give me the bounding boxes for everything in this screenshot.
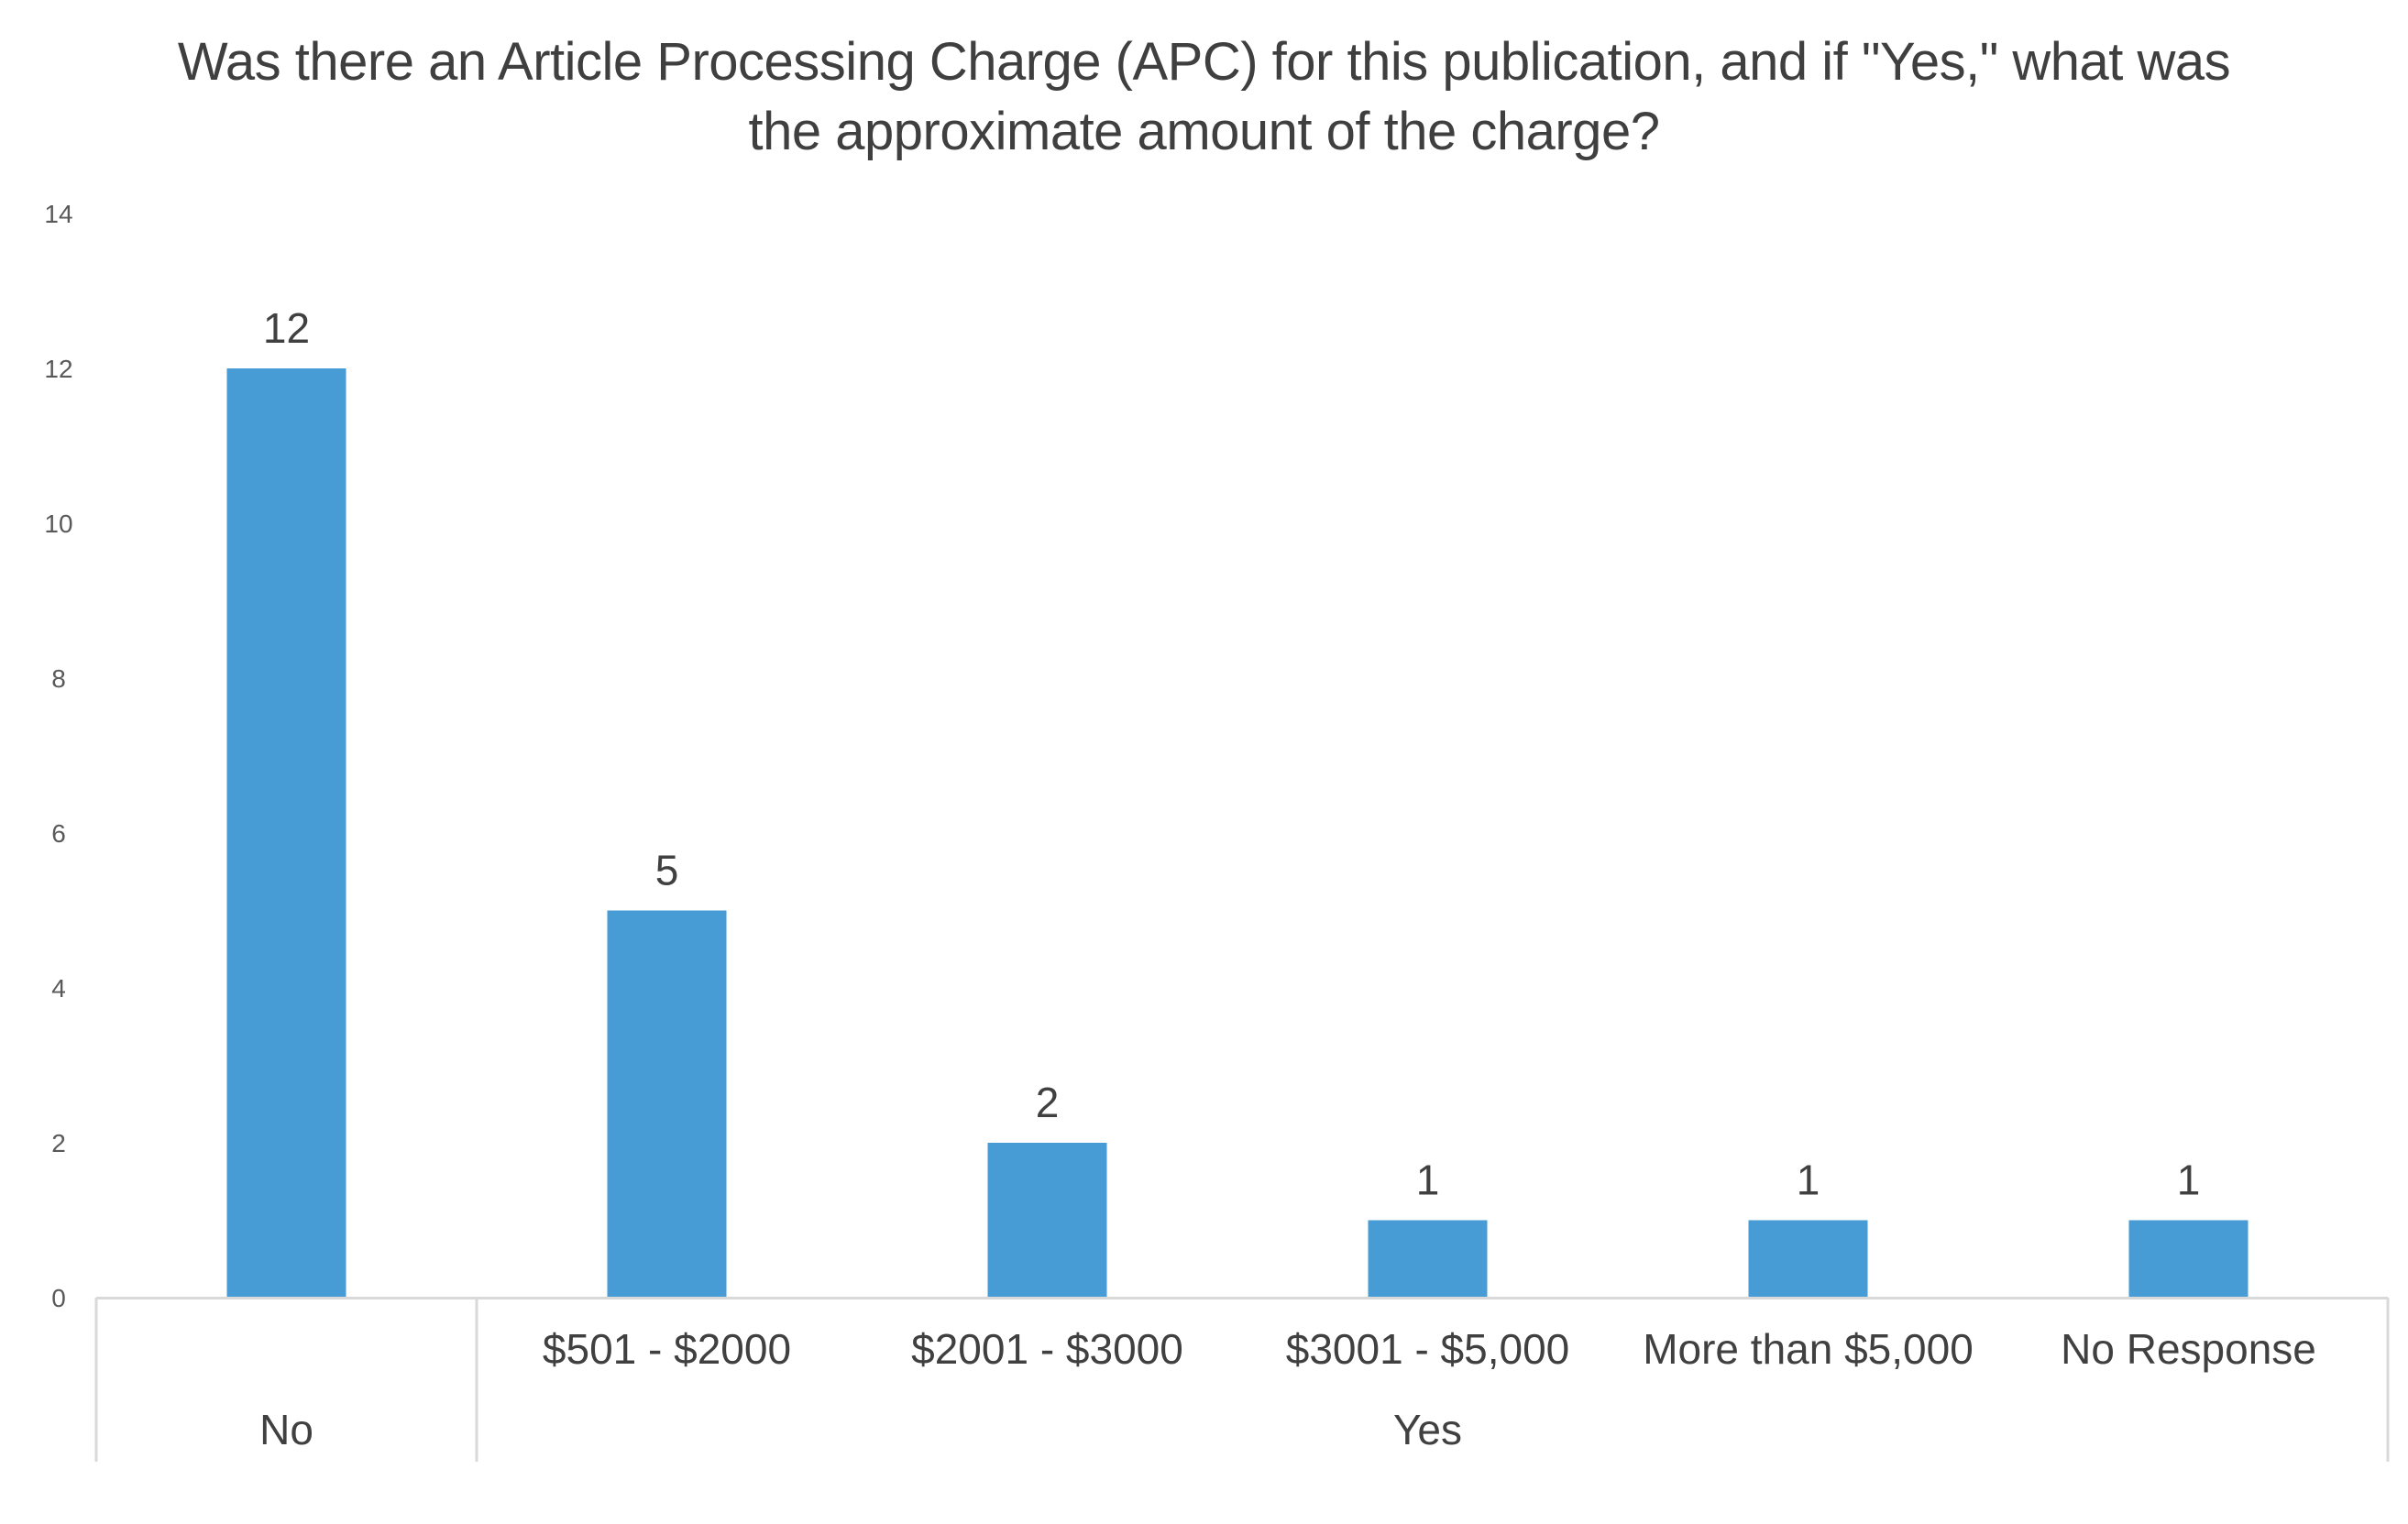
- y-tick-label: 0: [51, 1284, 66, 1312]
- y-tick-label: 2: [51, 1129, 66, 1157]
- x-group-label: No: [259, 1406, 313, 1453]
- y-tick-label: 14: [44, 200, 72, 228]
- bar-series: [226, 368, 2249, 1298]
- chart-title-line-1: Was there an Article Processing Charge (…: [177, 32, 2231, 92]
- bar: [987, 1143, 1107, 1298]
- bar: [607, 910, 727, 1298]
- bar: [2128, 1220, 2249, 1298]
- x-axis: $501 - $2000 $2001 - $3000 $3001 - $5,000 M…: [94, 1297, 2390, 1462]
- bar: [226, 368, 346, 1298]
- data-label: 1: [2177, 1157, 2201, 1204]
- y-tick-label: 6: [51, 819, 66, 848]
- data-label: 1: [1797, 1157, 1820, 1204]
- x-category-label: $2001 - $3000: [911, 1325, 1183, 1373]
- y-tick-label: 12: [44, 355, 72, 383]
- chart-title-line-2: the approximate amount of the charge?: [748, 102, 1660, 161]
- x-category-label: $3001 - $5,000: [1286, 1325, 1570, 1373]
- y-axis-ticks: 0 2 4 6 8 10 12 14: [44, 200, 72, 1312]
- chart-title: Was there an Article Processing Charge (…: [0, 27, 2408, 167]
- x-category-label: More than $5,000: [1643, 1325, 1974, 1373]
- data-label: 5: [655, 847, 679, 894]
- y-tick-label: 8: [51, 664, 66, 693]
- data-labels: 12 5 2 1 1 1: [263, 304, 2200, 1204]
- data-label: 1: [1416, 1157, 1440, 1204]
- x-category-label: $501 - $2000: [543, 1325, 791, 1373]
- data-label: 12: [263, 304, 310, 352]
- y-tick-label: 4: [51, 974, 66, 1003]
- bar: [1368, 1220, 1488, 1298]
- y-tick-label: 10: [44, 510, 72, 538]
- data-label: 2: [1036, 1079, 1060, 1126]
- x-category-label: No Response: [2061, 1325, 2316, 1373]
- x-group-label: Yes: [1393, 1406, 1462, 1453]
- bar: [1748, 1220, 1868, 1298]
